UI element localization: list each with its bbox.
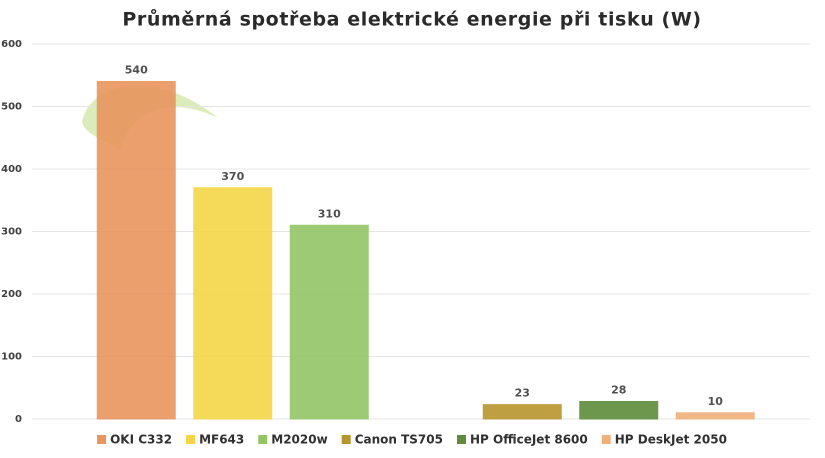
chart-title: Průměrná spotřeba elektrické energie při…	[122, 8, 701, 31]
value-label: 540	[125, 64, 148, 77]
y-tick-label: 0	[15, 414, 22, 425]
value-label: 310	[318, 207, 341, 220]
legend-swatch	[456, 435, 466, 444]
legend-label: HP DeskJet 2050	[615, 433, 727, 447]
bar	[96, 81, 176, 420]
value-label: 10	[708, 395, 724, 408]
legend-swatch	[258, 435, 268, 444]
y-tick-label: 100	[1, 352, 22, 363]
bar	[193, 187, 273, 420]
legend-swatch	[601, 435, 611, 444]
value-label: 23	[515, 387, 530, 400]
legend-label: MF643	[199, 433, 244, 447]
legend-label: OKI C332	[110, 433, 172, 447]
legend-label: Canon TS705	[355, 433, 443, 447]
value-label: 370	[221, 170, 244, 183]
value-label: 28	[611, 384, 626, 397]
legend-swatch	[97, 435, 107, 444]
bar	[579, 401, 659, 420]
legend-label: HP OfficeJet 8600	[470, 433, 588, 447]
bar	[289, 224, 369, 420]
legend-swatch	[341, 435, 351, 444]
y-tick-label: 500	[1, 102, 22, 113]
y-tick-label: 300	[1, 227, 22, 238]
y-tick-label: 400	[1, 164, 22, 175]
bar	[675, 412, 755, 420]
bar	[482, 404, 562, 420]
legend-label: M2020w	[271, 433, 327, 447]
y-tick-label: 600	[1, 39, 22, 50]
y-tick-label: 200	[1, 289, 22, 300]
legend-swatch	[186, 435, 196, 444]
